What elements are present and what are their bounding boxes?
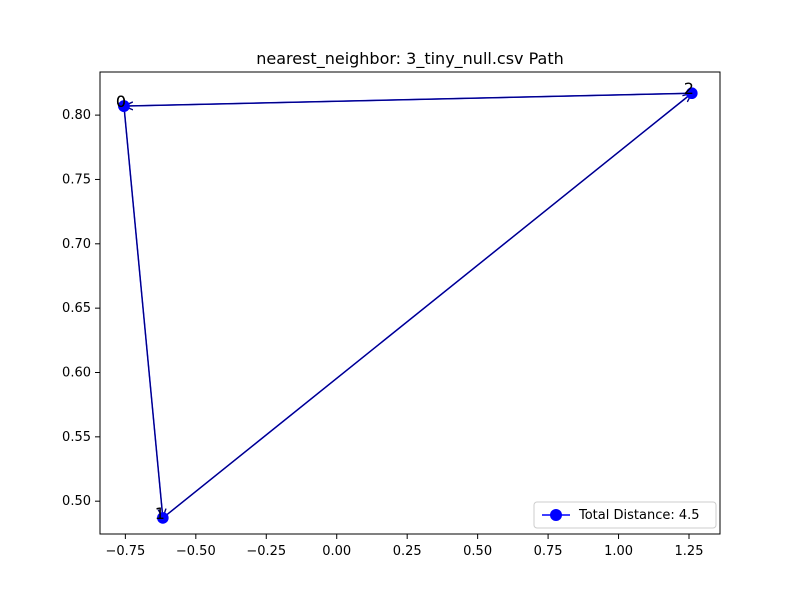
x-tick-label: 0.00 — [322, 544, 351, 559]
path-arrow — [124, 92, 692, 106]
axes-frame — [99, 71, 721, 535]
point-markers — [118, 87, 698, 524]
chart-title: nearest_neighbor: 3_tiny_null.csv Path — [256, 49, 564, 69]
x-tick-label: 0.75 — [534, 544, 563, 559]
point-label: 0 — [116, 92, 126, 111]
y-tick-label: 0.65 — [62, 301, 91, 316]
chart-legend: Total Distance: 4.5 — [533, 501, 717, 529]
y-tick-label: 0.55 — [62, 430, 91, 445]
point-label: 2 — [684, 79, 694, 98]
point-marker — [118, 100, 130, 112]
plot-area — [99, 71, 721, 535]
y-tick-label: 0.75 — [62, 172, 91, 187]
x-tick-label: −0.50 — [176, 544, 216, 559]
point-marker — [686, 87, 698, 100]
x-tick-label: 1.25 — [675, 544, 704, 559]
x-tick-label: 0.25 — [393, 544, 422, 559]
x-tick-label: 0.50 — [463, 544, 492, 559]
y-tick-label: 0.50 — [62, 494, 91, 509]
path-series — [124, 93, 692, 518]
x-tick-label: 1.00 — [604, 544, 633, 559]
point-label: 1 — [155, 504, 165, 523]
point-label: 0 — [116, 92, 126, 111]
y-tick-label: 0.60 — [62, 365, 91, 380]
legend-box — [533, 501, 717, 529]
y-tick-label: 0.80 — [62, 108, 91, 123]
point-marker — [157, 512, 169, 524]
x-tick-label: −0.25 — [246, 544, 286, 559]
path-arrow — [123, 106, 163, 518]
x-tick-label: −0.75 — [105, 544, 145, 559]
legend-label: Total Distance: 4.5 — [578, 508, 700, 523]
x-axis-ticks: −0.75 −0.50 −0.25 0.00 0.25 0.50 0.75 1.00 1.25 — [105, 534, 703, 559]
y-axis-ticks: 0.50 0.55 0.60 0.65 0.70 0.75 0.80 — [62, 108, 100, 509]
legend-marker — [550, 509, 562, 521]
path-arrow — [162, 93, 692, 519]
y-tick-label: 0.70 — [62, 237, 91, 252]
